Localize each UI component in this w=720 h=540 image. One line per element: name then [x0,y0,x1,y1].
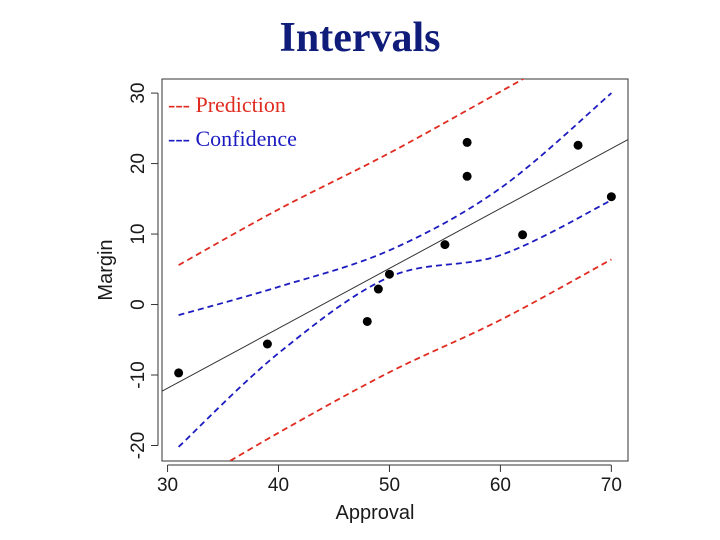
data-point [262,339,272,349]
confidence-lower-line [177,199,612,448]
data-point [440,240,450,250]
x-tick-label: 30 [157,475,178,496]
data-point [606,192,616,202]
x-tick-label: 60 [490,475,511,496]
y-axis-title: Margin [95,239,117,300]
x-axis-title: Approval [336,502,415,524]
x-tick-label: 40 [268,475,289,496]
data-point [384,269,394,279]
prediction-upper-line [178,79,526,266]
legend-prediction: --- Prediction [168,92,286,117]
data-point [573,140,583,150]
axes: 30 40 50 60 70 -20 -10 0 10 20 30 Approval Margin [95,83,622,524]
confidence-upper-line [178,92,612,316]
y-tick-label: 20 [128,153,149,174]
y-tick-label: 10 [128,223,149,244]
data-point [362,316,372,326]
x-tick-label: 50 [379,475,400,496]
plot-frame [161,78,629,462]
data-point [462,171,472,181]
prediction-lower-line [228,258,612,461]
slide-title: Intervals [279,15,441,61]
y-tick-label: 30 [128,83,149,104]
x-tick-label: 70 [601,475,622,496]
fit-line [162,139,628,392]
y-tick-label: 0 [128,299,149,310]
data-point [174,368,184,378]
legend-confidence: --- Confidence [168,126,297,151]
y-tick-label: -10 [128,361,149,388]
data-point [462,137,472,147]
data-points [174,137,616,378]
data-point [518,230,528,240]
y-tick-label: -20 [128,432,149,459]
data-point [373,284,383,294]
